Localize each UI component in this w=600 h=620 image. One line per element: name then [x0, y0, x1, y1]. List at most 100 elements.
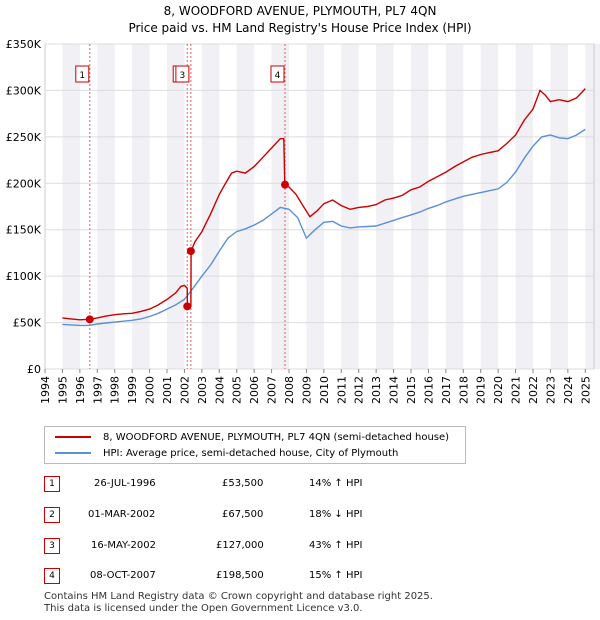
year-band — [236, 44, 255, 369]
transaction-date: 01-MAR-2002 — [88, 509, 156, 520]
x-tick-label: 1998 — [109, 376, 122, 404]
legend: 8, WOODFORD AVENUE, PLYMOUTH, PL7 4QN (s… — [44, 426, 466, 464]
transaction-row: 4 08-OCT-2007 £198,500 15% ↑ HPI — [44, 568, 464, 586]
legend-label-property: 8, WOODFORD AVENUE, PLYMOUTH, PL7 4QN (s… — [103, 431, 450, 443]
transaction-number: 4 — [44, 568, 60, 584]
sale-point — [186, 247, 195, 256]
x-tick-label: 2012 — [353, 376, 366, 404]
year-band — [550, 44, 568, 369]
year-band — [445, 44, 464, 369]
x-tick-label: 2008 — [283, 376, 296, 404]
x-tick-label: 2007 — [266, 376, 279, 404]
y-tick-label: £50K — [13, 317, 42, 330]
chart-title: 8, WOODFORD AVENUE, PLYMOUTH, PL7 4QN — [163, 4, 437, 18]
x-tick-label: 2018 — [457, 376, 470, 404]
sale-label-box — [270, 65, 285, 83]
legend-swatch-blue — [55, 452, 91, 454]
footer-copyright: Contains HM Land Registry data © Crown c… — [44, 591, 433, 602]
y-tick-label: £150K — [6, 224, 42, 237]
series-line — [62, 88, 586, 321]
y-tick-label: £200K — [6, 177, 42, 190]
x-tick-label: 2005 — [231, 376, 244, 404]
x-tick-label: 1997 — [91, 376, 104, 404]
x-tick-label: 1994 — [39, 376, 52, 404]
year-band — [167, 44, 185, 369]
x-tick-label: 2001 — [161, 376, 174, 404]
chart-subtitle: Price paid vs. HM Land Registry's House … — [128, 21, 472, 35]
transaction-row: 3 16-MAY-2002 £127,000 43% ↑ HPI — [44, 538, 464, 556]
transaction-number: 3 — [44, 538, 60, 554]
x-tick-label: 2015 — [405, 376, 418, 404]
x-tick-label: 2006 — [248, 376, 261, 404]
legend-label-hpi: HPI: Average price, semi-detached house,… — [103, 447, 399, 459]
year-band — [132, 44, 150, 369]
transaction-number: 1 — [44, 476, 60, 492]
transaction-hpi: 15% ↑ HPI — [309, 570, 363, 581]
x-tick-label: 2020 — [492, 376, 505, 404]
x-tick-label: 2023 — [544, 376, 557, 404]
year-band — [201, 44, 220, 369]
sale-point — [183, 302, 192, 311]
x-tick-label: 2003 — [196, 376, 209, 404]
sale-label-box — [175, 65, 190, 83]
x-tick-label: 2022 — [527, 376, 540, 404]
x-tick-label: 2009 — [300, 376, 313, 404]
x-tick-label: 2021 — [510, 376, 523, 404]
x-tick-label: 2017 — [440, 376, 453, 404]
x-tick-label: 1996 — [74, 376, 87, 404]
transaction-price: £127,000 — [216, 540, 264, 551]
sale-label: 4 — [275, 71, 281, 81]
x-tick-label: 2016 — [422, 376, 435, 404]
transaction-row: 1 26-JUL-1996 £53,500 14% ↑ HPI — [44, 476, 464, 494]
x-tick-label: 1999 — [126, 376, 139, 404]
transaction-number: 2 — [44, 507, 60, 523]
price-chart: 1234 £0£50K£100K£150K£200K£250K£300K£350… — [6, 38, 600, 404]
footer-licence: This data is licensed under the Open Gov… — [44, 603, 363, 614]
year-band — [585, 44, 600, 369]
transaction-price: £67,500 — [222, 509, 264, 520]
series-line — [62, 128, 586, 327]
y-tick-label: £100K — [6, 270, 42, 283]
transaction-row: 2 01-MAR-2002 £67,500 18% ↓ HPI — [44, 507, 464, 525]
x-tick-label: 2024 — [562, 376, 575, 404]
transaction-date: 08-OCT-2007 — [90, 570, 156, 581]
x-tick-label: 2019 — [475, 376, 488, 404]
y-tick-label: £350K — [6, 38, 42, 51]
sale-point — [85, 315, 94, 324]
x-tick-label: 2011 — [335, 376, 348, 404]
x-tick-label: 2013 — [370, 376, 383, 404]
legend-swatch-red — [55, 436, 91, 438]
transaction-price: £198,500 — [216, 570, 264, 581]
x-tick-label: 2004 — [213, 376, 226, 404]
x-tick-label: 2002 — [178, 376, 191, 404]
year-band — [341, 44, 359, 369]
year-band — [376, 44, 394, 369]
year-band — [306, 44, 324, 369]
x-tick-label: 2014 — [388, 376, 401, 404]
x-tick-label: 2000 — [144, 376, 157, 404]
transaction-price: £53,500 — [222, 478, 264, 489]
x-tick-label: 2025 — [579, 376, 592, 404]
sale-label: 3 — [180, 71, 186, 81]
x-tick-label: 1995 — [56, 376, 69, 404]
year-band — [62, 44, 80, 369]
sale-label-box — [75, 65, 90, 83]
year-band — [97, 44, 115, 369]
year-band — [271, 44, 289, 369]
year-band — [515, 44, 533, 369]
transaction-hpi: 43% ↑ HPI — [309, 540, 363, 551]
transaction-date: 26-JUL-1996 — [94, 478, 156, 489]
sale-label: 1 — [79, 71, 85, 81]
legend-item-hpi: HPI: Average price, semi-detached house,… — [55, 446, 398, 460]
year-band — [480, 44, 499, 369]
y-tick-label: £0 — [27, 363, 41, 376]
x-tick-label: 2010 — [318, 376, 331, 404]
transaction-hpi: 18% ↓ HPI — [309, 509, 363, 520]
transaction-hpi: 14% ↑ HPI — [309, 478, 363, 489]
legend-item-property: 8, WOODFORD AVENUE, PLYMOUTH, PL7 4QN (s… — [55, 430, 449, 444]
sale-point — [280, 180, 289, 189]
transaction-date: 16-MAY-2002 — [91, 540, 157, 551]
y-tick-label: £250K — [6, 131, 42, 144]
year-band — [411, 44, 429, 369]
y-tick-label: £300K — [6, 84, 42, 97]
